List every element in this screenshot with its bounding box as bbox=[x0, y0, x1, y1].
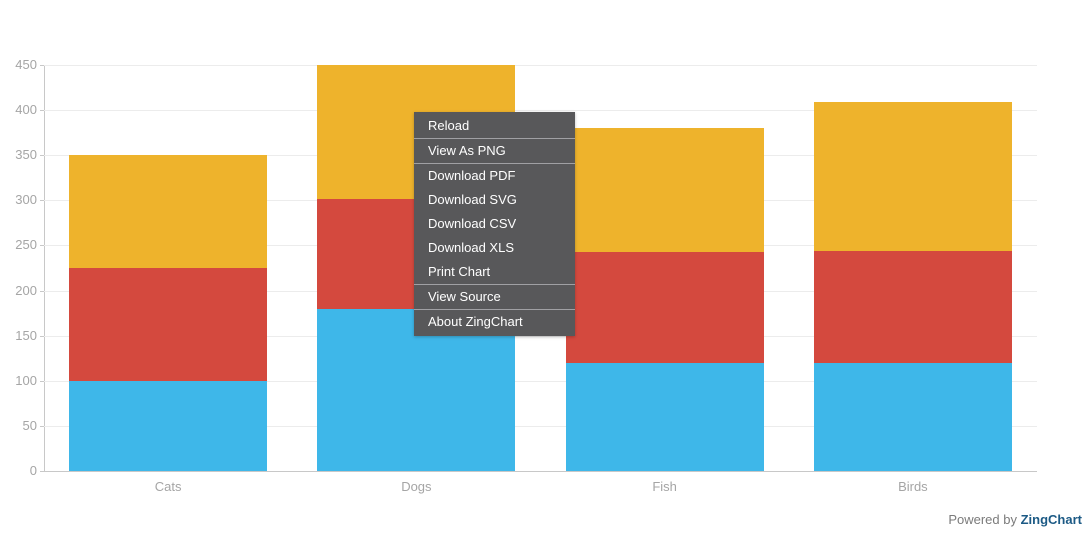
gridline bbox=[44, 425, 1037, 427]
menu-item-about-zingchart[interactable]: About ZingChart bbox=[428, 314, 523, 329]
menu-item-view-as-png[interactable]: View As PNG bbox=[414, 139, 575, 164]
y-tick-label: 100 bbox=[15, 372, 37, 388]
y-tick-mark bbox=[40, 380, 44, 382]
y-tick-label: 150 bbox=[15, 327, 37, 343]
powered-by: Powered by ZingChart bbox=[948, 512, 1082, 527]
y-tick-mark bbox=[40, 425, 44, 427]
y-tick-label: 450 bbox=[15, 57, 37, 72]
bar-segment-fish-orange[interactable] bbox=[565, 128, 764, 252]
y-tick-mark bbox=[40, 335, 44, 337]
context-menu: Reload View As PNG Download PDF Download SV… bbox=[414, 112, 575, 336]
y-tick-label: 250 bbox=[15, 237, 37, 253]
menu-item-print-chart[interactable]: Print Chart bbox=[414, 260, 575, 285]
y-tick-mark bbox=[40, 110, 44, 112]
gridline bbox=[44, 65, 1037, 66]
menu-item-download-pdf[interactable]: Download PDF bbox=[428, 168, 516, 183]
bar-segment-cats-red[interactable] bbox=[69, 268, 268, 381]
menu-item-download-xls[interactable]: Download XLS bbox=[428, 240, 514, 255]
y-tick-mark bbox=[40, 471, 44, 472]
bar-segment-cats-blue[interactable] bbox=[69, 380, 268, 471]
gridline bbox=[44, 335, 1037, 337]
zingchart-link[interactable]: ZingChart bbox=[1020, 512, 1082, 527]
y-tick-label: 200 bbox=[15, 282, 37, 298]
gridline bbox=[44, 110, 1037, 112]
bar-segment-birds-orange[interactable] bbox=[813, 102, 1012, 251]
y-tick-label: 300 bbox=[15, 192, 37, 208]
y-tick-label: 50 bbox=[22, 417, 37, 433]
y-tick-mark bbox=[40, 245, 44, 247]
bar-segment-cats-orange[interactable] bbox=[69, 155, 268, 268]
menu-item-download-svg[interactable]: Download SVG bbox=[428, 192, 517, 207]
y-tick-label: 0 bbox=[29, 463, 37, 478]
bar-segment-fish-blue[interactable] bbox=[565, 362, 764, 471]
menu-item-reload[interactable]: Reload bbox=[414, 114, 575, 139]
bar-segment-birds-red[interactable] bbox=[813, 250, 1012, 363]
menu-item-view-source[interactable]: View Source bbox=[414, 285, 575, 310]
y-tick-mark bbox=[40, 65, 44, 66]
y-tick-label: 350 bbox=[15, 147, 37, 163]
y-tick-mark bbox=[40, 290, 44, 292]
y-axis-line bbox=[44, 65, 45, 472]
bar-segment-birds-blue[interactable] bbox=[813, 362, 1012, 471]
y-tick-label: 400 bbox=[15, 102, 37, 118]
x-tick-label-cats: Cats bbox=[154, 479, 182, 494]
x-axis-line bbox=[44, 471, 1037, 472]
x-tick-label-birds: Birds bbox=[898, 479, 928, 494]
y-tick-mark bbox=[40, 155, 44, 157]
bar-segment-fish-red[interactable] bbox=[565, 251, 764, 363]
powered-by-text: Powered by bbox=[948, 512, 1017, 527]
gridline bbox=[44, 380, 1037, 382]
menu-item-download-csv[interactable]: Download CSV bbox=[428, 216, 517, 231]
x-tick-label-dogs: Dogs bbox=[401, 479, 432, 494]
x-tick-label-fish: Fish bbox=[652, 479, 677, 494]
y-tick-mark bbox=[40, 200, 44, 202]
